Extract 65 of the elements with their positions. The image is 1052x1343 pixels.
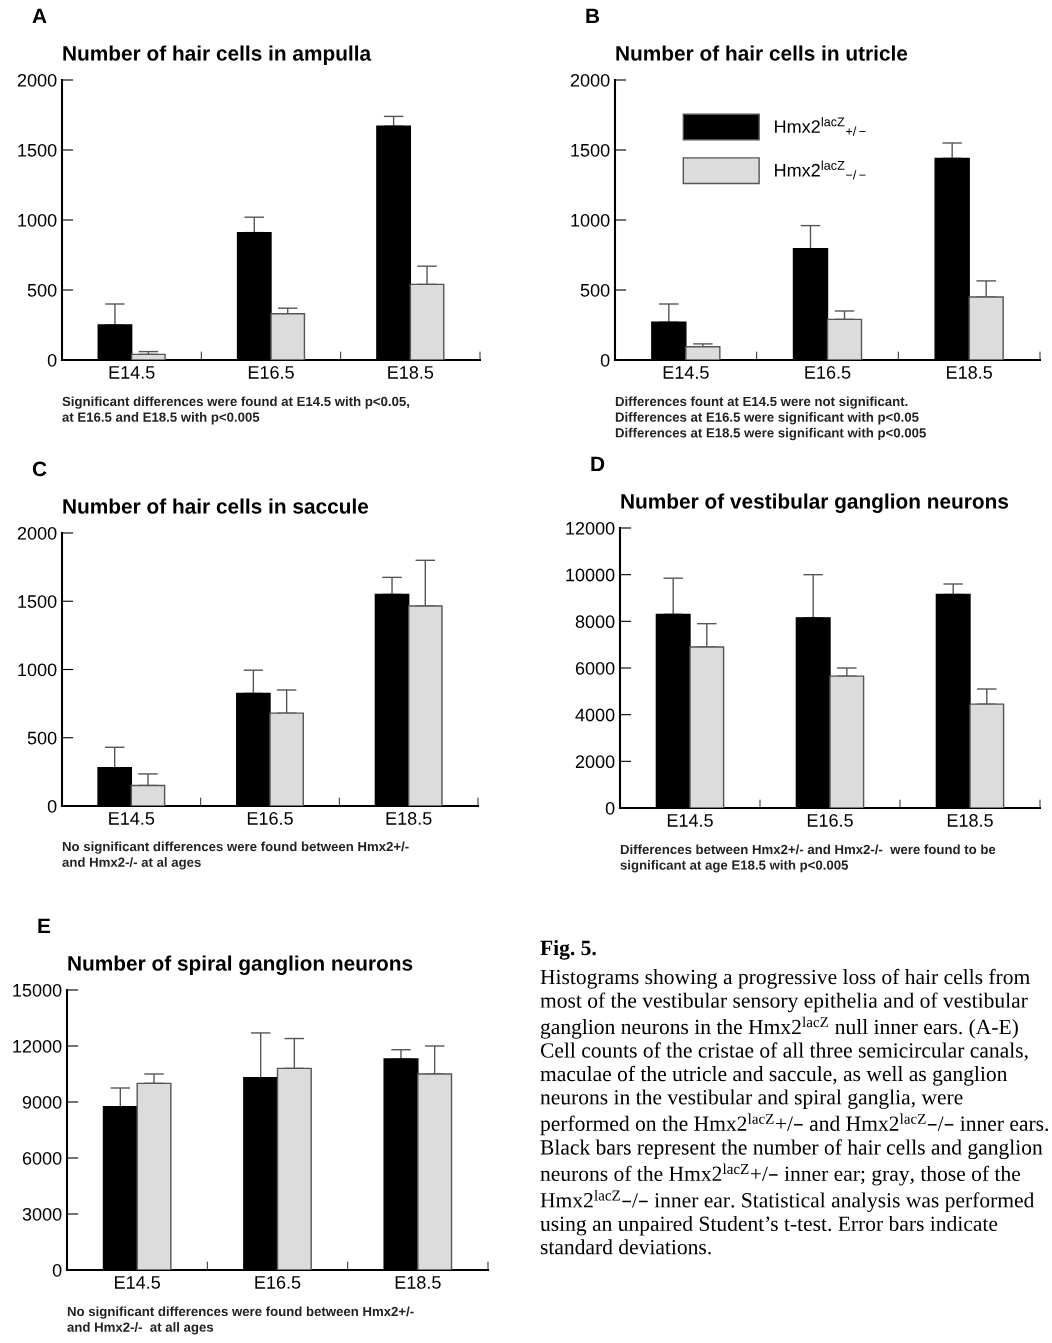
y-tick-label: 500	[580, 283, 610, 297]
x-tick-label: E18.5	[386, 812, 432, 825]
chart-title: Number of hair cells in ampulla	[63, 45, 372, 65]
y-tick-label: 2000	[575, 755, 615, 769]
y-tick-label: 0	[600, 353, 610, 367]
x-tick-label: E14.5	[115, 1276, 160, 1289]
bar	[130, 353, 166, 360]
text: No significant differences were found between Hmx2+/- and Hmx2-/- at all ages	[67, 1306, 414, 1335]
y-tick-label: 0	[605, 801, 615, 815]
y-tick-label: 1000	[571, 213, 610, 227]
text: Histograms showing a progressive loss of hair cells from most of the vestibular sensory epithelia and of vestibular ganglion neurons in the Hmx2$^{lacZ}$ null inner ears. (A-E) Cell counts of the cristae of all three semicircular canals, maculae of the utricle and saccule, as well as ganglion neurons in the vestibular and spiral ganglia, were performed on the Hmx2$^{lacZ}$+/– and Hmx2$^{lacZ}$–/– inner ears. Black bars represent the number of hair cells and ganglion neurons of the Hmx2$^{lacZ}$+/– inner ear; gray, those of the Hmx2$^{lacZ}$–/– inner ear. Statistical analysis was performed using an unpaired Student’s t-test. Error bars indicate standard deviations.	[540, 968, 1048, 1255]
y-tick-label: 0	[47, 799, 57, 813]
y-tick-label: 2000	[17, 73, 57, 87]
y-tick-label: 500	[27, 731, 57, 745]
text: Differences fount at E14.5 were not significant. Differences at E16.5 were significant with p<0.05 Differences at E18.5 were significant with p<0.005	[615, 396, 926, 441]
text: D	[591, 456, 605, 472]
y-tick-label: 2000	[570, 73, 610, 87]
y-tick-label: 3000	[22, 1207, 62, 1221]
x-tick-label: E16.5	[805, 366, 851, 379]
y-tick-label: 1000	[18, 663, 57, 677]
y-tick-label: 12000	[566, 521, 615, 535]
y-tick-label: 15000	[13, 983, 62, 997]
x-tick-label: E16.5	[247, 812, 293, 825]
x-tick-label: E16.5	[255, 1276, 301, 1289]
text: No significant differences were found between Hmx2+/- and Hmx2-/- at al ages	[62, 841, 409, 870]
y-tick-label: 1000	[18, 213, 57, 227]
legend-label: Hmx2$^{lacZ}$$_{−/−}$	[775, 160, 866, 180]
chart-title: Number of vestibular ganglion neurons	[621, 493, 1009, 513]
y-tick-label: 9000	[22, 1095, 62, 1109]
x-tick-label: E18.5	[947, 366, 992, 379]
x-tick-label: E14.5	[109, 366, 155, 379]
chart-title: Number of hair cells in utricle	[616, 45, 908, 61]
text: A	[32, 8, 47, 24]
x-tick-label: E18.5	[947, 814, 993, 827]
y-tick-label: 0	[47, 353, 57, 367]
x-tick-label: E16.5	[807, 814, 853, 827]
y-tick-label: 10000	[566, 568, 615, 582]
bar	[685, 346, 721, 360]
bar	[270, 313, 306, 360]
caption: Fig. 5.	[540, 940, 596, 960]
y-tick-label: 6000	[22, 1151, 62, 1165]
text: C	[32, 461, 47, 477]
text: Significant differences were found at E14.5 with p<0.05, at E16.5 and E18.5 with p<0.005	[62, 396, 410, 425]
y-tick-label: 2000	[17, 526, 57, 540]
y-tick-label: 6000	[575, 661, 615, 675]
y-tick-label: 1500	[18, 143, 57, 157]
legend-label: Hmx2$^{lacZ}$$_{+/−}$	[775, 117, 866, 136]
chart-title: Number of spiral ganglion neurons	[68, 955, 413, 975]
y-tick-label: 1500	[571, 143, 610, 157]
x-tick-label: E16.5	[248, 366, 294, 379]
y-tick-label: 12000	[13, 1039, 62, 1053]
y-tick-label: 1500	[18, 595, 57, 608]
text: E	[38, 918, 51, 934]
y-tick-label: 500	[27, 283, 57, 297]
y-tick-label: 0	[52, 1263, 62, 1277]
x-tick-label: E18.5	[395, 1276, 441, 1289]
y-tick-label: 8000	[575, 615, 615, 629]
x-tick-label: E14.5	[663, 366, 709, 379]
chart-title: Number of hair cells in saccule	[63, 498, 369, 514]
x-tick-label: E18.5	[388, 366, 434, 379]
x-tick-label: E14.5	[667, 814, 713, 827]
x-tick-label: E14.5	[109, 812, 155, 825]
text: B	[586, 8, 600, 24]
y-tick-label: 4000	[575, 708, 615, 722]
text: Differences between Hmx2+/- and Hmx2-/- were found to be significant at age E18.5 with p<0.005	[620, 844, 996, 873]
